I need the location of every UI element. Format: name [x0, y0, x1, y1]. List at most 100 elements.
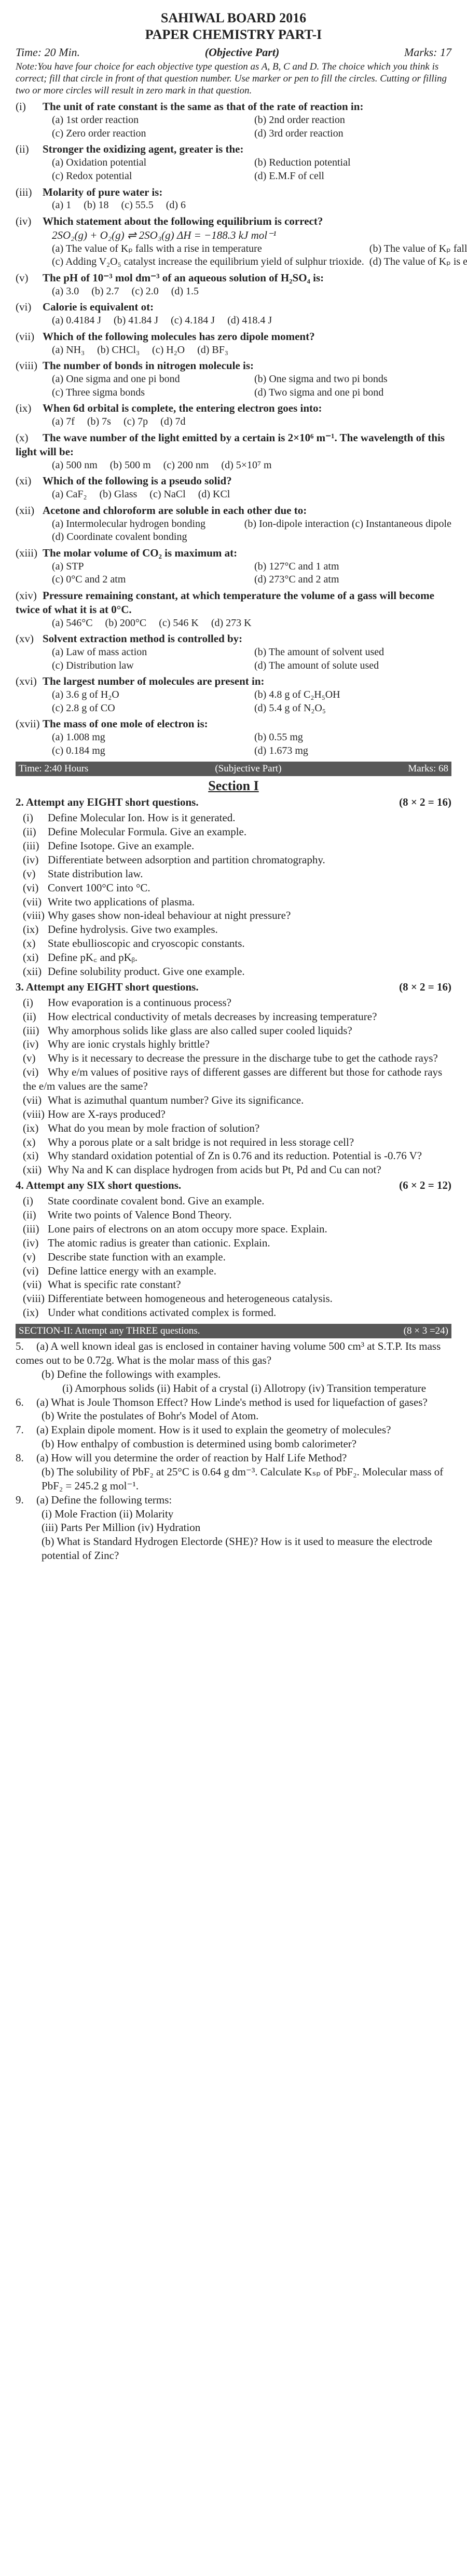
mcq-options: (a) Oxidation potential(b) Reduction pot… [52, 156, 451, 183]
mcq-item: (xvii)The mass of one mole of electron i… [16, 717, 451, 757]
group-title: 4. Attempt any SIX short questions. [16, 1179, 181, 1192]
mcq-option: (c) 200 nm [163, 459, 209, 471]
mcq-text: Which statement about the following equi… [43, 215, 323, 227]
group-title: 3. Attempt any EIGHT short questions. [16, 981, 199, 994]
mcq-option: (c) Zero order reaction [52, 127, 249, 141]
sq-text: Define Isotope. Give an example. [48, 839, 194, 852]
mcq-text: Which of the following is a pseudo solid… [43, 474, 232, 487]
mcq-options: (a) 7f(b) 7s(c) 7p(d) 7d [52, 415, 451, 429]
mcq-options: (a) The value of Kₚ falls with a rise in… [52, 242, 451, 269]
mcq-option: (b) Reduction potential [254, 156, 451, 170]
sq-number: (x) [23, 1135, 48, 1149]
sq-text: How electrical conductivity of metals de… [48, 1010, 377, 1023]
sq-number: (vii) [23, 1093, 48, 1107]
mcq-options: (a) 0.4184 J(b) 41.84 J(c) 4.184 J(d) 41… [52, 314, 451, 328]
group-header: 2. Attempt any EIGHT short questions.(8 … [16, 796, 451, 809]
sq-number: (xii) [23, 965, 48, 979]
mcq-item: (vii)Which of the following molecules ha… [16, 330, 451, 357]
mcq-item: (xiv)Pressure remaining constant, at whi… [16, 589, 451, 630]
mcq-text: The wave number of the light emitted by … [16, 431, 445, 458]
sq-text: What is specific rate constant? [48, 1278, 181, 1291]
mcq-number: (xii) [16, 504, 43, 518]
sq-text: Define lattice energy with an example. [48, 1265, 216, 1277]
sq-text: Lone pairs of electrons on an atom occup… [48, 1223, 327, 1235]
sq-number: (iii) [23, 1024, 48, 1038]
mcq-text: Which of the following molecules has zer… [43, 330, 315, 343]
sq-number: (viii) [23, 1107, 48, 1121]
sec2-left: SECTION-II: Attempt any THREE questions. [19, 1325, 200, 1337]
mcq-option: (d) The amount of solute used [254, 659, 451, 673]
mcq-text: The number of bonds in nitrogen molecule… [43, 359, 254, 372]
mcq-options: (a) 1(b) 18(c) 55.5(d) 6 [52, 199, 451, 212]
group-marks: (8 × 2 = 16) [399, 796, 451, 809]
short-question: (xii)Why Na and K can displace hydrogen … [23, 1163, 451, 1177]
lq-part-b: (b) Define the followings with examples. [42, 1367, 451, 1381]
mcq-option: (d) E.M.F of cell [254, 170, 451, 183]
mcq-options: (a) 1st order reaction(b) 2nd order reac… [52, 114, 451, 140]
mcq-option: (b) 18 [84, 199, 108, 211]
short-question: (iv)Differentiate between adsorption and… [23, 853, 451, 867]
sq-number: (iv) [23, 1037, 48, 1051]
sq-number: (ii) [23, 1208, 48, 1222]
sq-text: What do you mean by mole fraction of sol… [48, 1122, 259, 1134]
mcq-option: (b) 2.7 [91, 286, 119, 297]
mcq-number: (ii) [16, 142, 43, 156]
short-question: (x)State ebullioscopic and cryoscopic co… [23, 937, 451, 951]
sq-text: Why is it necessary to decrease the pres… [48, 1052, 438, 1064]
mcq-option: (d) 418.4 J [227, 315, 272, 326]
mcq-option: (c) 2.0 [132, 286, 159, 297]
subj-part: (Subjective Part) [215, 763, 281, 775]
sq-number: (iv) [23, 1236, 48, 1250]
mcq-text: Stronger the oxidizing agent, greater is… [43, 143, 244, 155]
mcq-item: (vi)Calorie is equivalent ot:(a) 0.4184 … [16, 300, 451, 327]
sq-text: Write two applications of plasma. [48, 896, 195, 908]
short-question: (i)How evaporation is a continuous proce… [23, 996, 451, 1010]
mcq-options: (a) 546°C(b) 200°C(c) 546 K(d) 273 K [52, 617, 451, 630]
mcq-option: (a) 3.0 [52, 286, 79, 297]
long-questions: 5.(a) A well known ideal gas is enclosed… [16, 1339, 451, 1563]
short-question: (iii)Define Isotope. Give an example. [23, 839, 451, 853]
mcq-text: The unit of rate constant is the same as… [43, 100, 363, 113]
objective-part-label: (Objective Part) [205, 46, 280, 59]
short-question: (ix)What do you mean by mole fraction of… [23, 1121, 451, 1135]
mcq-number: (viii) [16, 359, 43, 373]
short-question: (viii)How are X-rays produced? [23, 1107, 451, 1121]
long-q-item: 6.(a) What is Joule Thomson Effect? How … [16, 1395, 451, 1409]
mcq-option: (a) 1 [52, 199, 71, 211]
mcq-item: (xiii)The molar volume of CO₂ is maximum… [16, 546, 451, 587]
sq-number: (vii) [23, 895, 48, 909]
lq-part-b: (b) Write the postulates of Bohr's Model… [42, 1409, 451, 1423]
mcq-item: (viii)The number of bonds in nitrogen mo… [16, 359, 451, 399]
group-marks: (8 × 2 = 16) [399, 981, 451, 994]
sq-number: (iii) [23, 1222, 48, 1236]
mcq-option: (b) 7s [87, 416, 111, 427]
mcq-options: (a) One sigma and one pi bond(b) One sig… [52, 373, 451, 399]
subj-marks: Marks: 68 [408, 763, 448, 775]
sq-number: (ii) [23, 825, 48, 839]
mcq-option: (b) 2nd order reaction [254, 114, 451, 127]
mcq-option: (c) Redox potential [52, 170, 249, 183]
mcq-options: (a) 1.008 mg(b) 0.55 mg(c) 0.184 mg(d) 1… [52, 731, 451, 757]
mcq-options: (a) 3.6 g of H₂O(b) 4.8 g of C₂H₅OH(c) 2… [52, 688, 451, 715]
short-question: (ii)Define Molecular Formula. Give an ex… [23, 825, 451, 839]
sq-number: (vi) [23, 1264, 48, 1278]
mcq-options: (a) NH₃(b) CHCl₃(c) H₂O(d) BF₃ [52, 344, 451, 357]
short-question: (x)Why a porous plate or a salt bridge i… [23, 1135, 451, 1149]
sq-number: (v) [23, 1250, 48, 1264]
mcq-text: The largest number of molecules are pres… [43, 675, 265, 687]
mcq-option: (c) 546 K [159, 617, 199, 629]
sq-text: Define hydrolysis. Give two examples. [48, 923, 218, 936]
mcq-text: Molarity of pure water is: [43, 186, 162, 198]
mcq-option: (c) 4.184 J [171, 315, 215, 326]
mcq-text: When 6d orbital is complete, the enterin… [43, 402, 322, 414]
sq-number: (vi) [23, 1065, 48, 1079]
mcq-option [244, 531, 451, 544]
mcq-number: (vi) [16, 300, 43, 314]
mcq-option: (c) 0.184 mg [52, 744, 249, 758]
short-question: (ix)Under what conditions activated comp… [23, 1306, 451, 1320]
mcq-number: (ix) [16, 401, 43, 415]
sq-number: (vii) [23, 1278, 48, 1292]
lq-part-a: (a) A well known ideal gas is enclosed i… [16, 1340, 441, 1366]
sq-number: (iv) [23, 853, 48, 867]
mcq-option: (d) 1.673 mg [254, 744, 451, 758]
